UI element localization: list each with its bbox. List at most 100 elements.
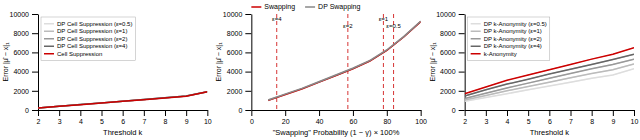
legend-swatch: [251, 6, 261, 8]
tick-label: 5: [527, 118, 531, 125]
tick-mark: [123, 110, 124, 116]
tick-label: 10000: [223, 11, 243, 18]
legend-label: DP Cell Suppression (ε=0.5): [57, 21, 132, 27]
series-line: [465, 59, 634, 98]
x-axis-label: "Swapping" Probability (1 − γ) × 100%: [273, 128, 400, 137]
tick-mark: [387, 110, 388, 116]
tick-label: 40: [316, 118, 324, 125]
series-line: [38, 92, 207, 108]
tick-mark: [285, 110, 286, 116]
tick-label: 4000: [227, 68, 243, 75]
series-line: [38, 92, 207, 108]
legend-item: DP Swapping: [305, 3, 360, 11]
tick-mark: [353, 110, 354, 116]
series-band: [268, 20, 420, 101]
y-axis-label: Error |μ̂ − x|₁: [2, 42, 10, 82]
tick-label: 6000: [13, 49, 29, 56]
tick-mark: [165, 110, 166, 116]
legend: DP k-Anonymity (ε=0.5)DP k-Anonymity (ε=…: [468, 17, 550, 61]
tick-label: 8000: [13, 30, 29, 37]
tick: 6: [121, 110, 125, 125]
tick: 6: [548, 110, 552, 125]
legend-label: DP Swapping: [318, 3, 360, 11]
tick-mark: [32, 110, 38, 111]
tick: 6000: [13, 49, 38, 56]
tick-label: 3: [484, 118, 488, 125]
tick-mark: [251, 110, 252, 116]
tick-label: 6000: [227, 49, 243, 56]
series-line: [38, 92, 207, 108]
tick-label: 5: [100, 118, 104, 125]
tick-mark: [549, 110, 550, 116]
annotation-line: [276, 14, 277, 110]
legend-items: DP Cell Suppression (ε=0.5) DP Cell Suppr…: [44, 21, 132, 57]
tick-label: 4: [79, 118, 83, 125]
legend-swatch: [305, 6, 315, 8]
legend-swatch: [471, 31, 481, 33]
tick: 4: [506, 110, 510, 125]
tick: 60: [350, 110, 358, 125]
x-axis: 020406080100: [250, 110, 427, 125]
tick-mark: [245, 110, 251, 111]
annotation-label: ε=0.5: [386, 23, 401, 29]
legend-swatch: [471, 38, 481, 40]
tick-mark: [32, 52, 38, 53]
tick-mark: [32, 72, 38, 73]
tick: 2000: [440, 88, 465, 95]
legend-label: DP k-Anonymity (ε=4): [484, 43, 542, 49]
tick: 10000: [223, 11, 251, 18]
tick: 10: [204, 110, 212, 125]
tick-label: 0: [238, 107, 242, 114]
tick: 2: [37, 110, 41, 125]
series-line: [38, 92, 207, 108]
legend-items: DP k-Anonymity (ε=0.5)DP k-Anonymity (ε=…: [471, 21, 547, 57]
tick-label: 7: [569, 118, 573, 125]
tick-label: 10000: [436, 11, 456, 18]
tick: 5: [527, 110, 531, 125]
tick-label: 0: [25, 107, 29, 114]
tick-label: 2000: [440, 88, 456, 95]
tick-label: 10: [631, 118, 639, 125]
tick-mark: [459, 110, 465, 111]
chart-svg: 23456789100200040006000800010000Threshol…: [0, 0, 640, 140]
tick-mark: [38, 110, 39, 116]
tick-label: 2000: [227, 88, 243, 95]
tick: 0: [25, 107, 38, 114]
tick-label: 8000: [227, 30, 243, 37]
tick-mark: [459, 72, 465, 73]
panel: 23456789100200040006000800010000Threshol…: [429, 11, 639, 137]
tick-mark: [32, 14, 38, 15]
tick-label: 8: [164, 118, 168, 125]
legend-swatch: [44, 53, 54, 55]
tick: 9: [185, 110, 189, 125]
series-band: [38, 91, 207, 108]
tick-mark: [459, 33, 465, 34]
y-axis: 0 2000 4000 6000 8000 10000: [223, 11, 252, 114]
tick: 40: [316, 110, 324, 125]
annotations: ε=4ε=2ε=1ε=0.5: [272, 16, 402, 29]
tick: 100: [415, 110, 427, 125]
tick: 80: [383, 110, 391, 125]
tick-mark: [571, 110, 572, 116]
tick-label: 10000: [10, 11, 30, 18]
tick: 8000: [13, 30, 38, 37]
tick-label: 7: [142, 118, 146, 125]
legend-swatch: [471, 53, 481, 55]
tick: 0: [238, 107, 251, 114]
legend-label: Swapping: [264, 3, 295, 11]
annotation-label: ε=2: [343, 23, 353, 29]
tick-mark: [102, 110, 103, 116]
tick-mark: [186, 110, 187, 116]
tick-label: 4000: [440, 68, 456, 75]
tick: 9: [611, 110, 615, 125]
annotation-label: ε=1: [379, 16, 389, 22]
tick-label: 60: [350, 118, 358, 125]
tick: 4000: [440, 68, 465, 75]
tick: 8000: [227, 30, 252, 37]
tick-label: 0: [250, 118, 254, 125]
series-line: [268, 22, 420, 101]
tick-label: 9: [611, 118, 615, 125]
tick: 2000: [227, 88, 252, 95]
legend-label: k-Anonymity: [484, 51, 517, 57]
legend-label: DP Cell Suppression (ε=2): [57, 36, 127, 42]
